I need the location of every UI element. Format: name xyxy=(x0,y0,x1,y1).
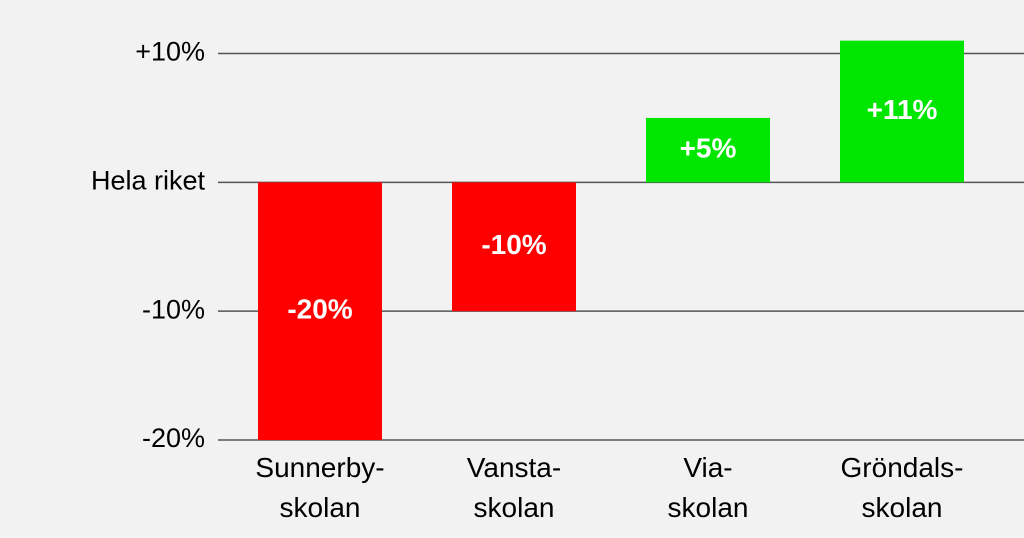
value-label: -10% xyxy=(481,229,546,260)
y-tick-label: +10% xyxy=(135,37,205,67)
bar xyxy=(840,40,964,183)
bar xyxy=(258,182,382,440)
value-label: +11% xyxy=(867,94,938,125)
x-tick-label: Gröndals- skolan xyxy=(840,452,964,523)
x-tick-label: Sunnerby- skolan xyxy=(255,452,385,523)
y-tick-label: -20% xyxy=(142,423,205,453)
bar xyxy=(646,117,770,183)
y-tick-label: Hela riket xyxy=(91,165,206,195)
x-tick-label: Via- skolan xyxy=(667,452,749,523)
bar xyxy=(452,182,576,312)
y-tick-label: -10% xyxy=(142,294,205,324)
value-label: -20% xyxy=(287,294,352,325)
value-label: +5% xyxy=(680,133,737,164)
x-tick-label: Vansta- skolan xyxy=(466,452,562,523)
